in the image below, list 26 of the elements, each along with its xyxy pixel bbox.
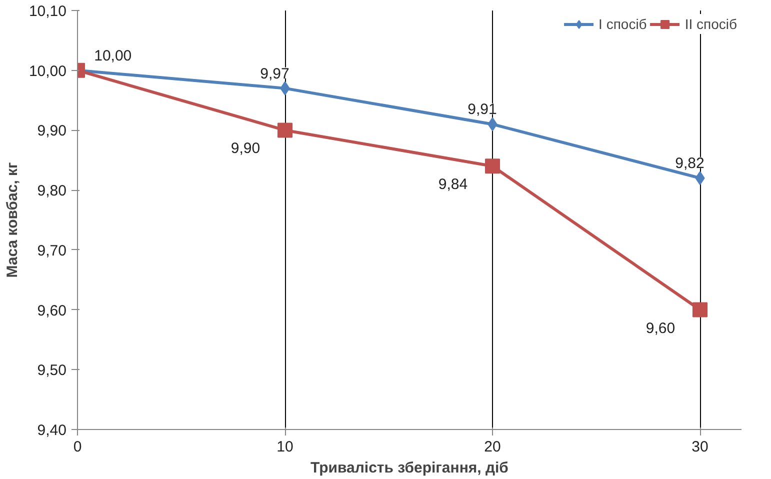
data-label: 9,84 xyxy=(438,176,468,194)
x-tick-label: 10 xyxy=(276,438,294,456)
y-tick-label: 9,50 xyxy=(37,362,67,380)
y-tick-label: 9,60 xyxy=(37,302,67,320)
data-label: 9,82 xyxy=(675,155,704,172)
x-axis-title: Тривалість зберігання, діб xyxy=(310,460,508,476)
data-label: 10,00 xyxy=(94,47,132,64)
y-tick-label: 9,40 xyxy=(37,422,67,439)
point xyxy=(692,302,708,318)
data-label: 9,90 xyxy=(230,140,260,158)
data-label: 9,60 xyxy=(646,320,676,337)
x-tick-label: 20 xyxy=(484,438,501,456)
point xyxy=(485,158,500,174)
y-tick-label: 10,10 xyxy=(28,3,67,20)
x-tick-label: 0 xyxy=(73,438,82,456)
legend-label: I спосіб xyxy=(598,16,647,32)
y-tick-label: 9,90 xyxy=(37,122,67,140)
y-axis-title: Маса ковбас, кг xyxy=(4,162,21,278)
x-tick-label: 30 xyxy=(692,438,708,456)
point xyxy=(278,122,292,138)
y-tick-label: 9,70 xyxy=(37,242,67,260)
data-label: 9,91 xyxy=(468,101,497,118)
data-label: 9,97 xyxy=(260,65,290,82)
y-tick-label: 9,80 xyxy=(37,182,67,200)
legend-label: II спосіб xyxy=(684,16,737,32)
y-tick-label: 10,00 xyxy=(28,62,67,80)
